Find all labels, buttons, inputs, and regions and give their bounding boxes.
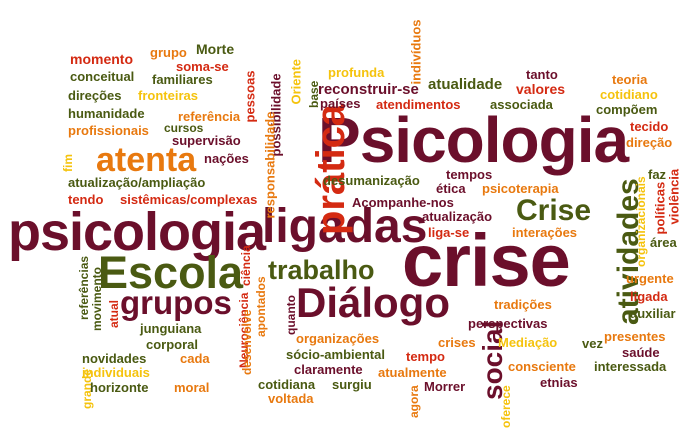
word-desumanizacao: desumanização xyxy=(323,173,420,188)
word-auxiliar: auxiliar xyxy=(630,306,676,321)
word-sistemicas: sistêmicas/complexas xyxy=(120,192,258,207)
word-paises: países xyxy=(320,96,361,111)
word-grupo: grupo xyxy=(150,45,187,60)
word-atualidade: atualidade xyxy=(428,76,503,93)
word-surgiu: surgiu xyxy=(332,377,372,392)
word-escola: Escola xyxy=(98,247,244,298)
word-humanidade: humanidade xyxy=(68,106,145,121)
word-atualizacao: atualização xyxy=(422,209,493,224)
word-atualizacao-ampliacao: atualização/ampliação xyxy=(68,175,206,190)
word-psicologia-cap: Psicologia xyxy=(318,104,629,176)
word-familiares: familiares xyxy=(152,72,213,87)
word-ligada: ligada xyxy=(630,289,668,304)
word-cotidiano: cotidiano xyxy=(600,87,658,102)
word-horizonte: horizonte xyxy=(90,380,149,395)
word-direcao: direção xyxy=(626,135,673,150)
word-tecido: tecido xyxy=(630,119,669,134)
word-responsabilidade: responsabilidade xyxy=(262,111,278,219)
word-psicologia: psicologia xyxy=(8,202,266,262)
word-saude: saúde xyxy=(622,345,660,360)
word-referencia: referência xyxy=(178,109,241,124)
word-etnias: etnias xyxy=(540,375,578,390)
word-socio-ambiental: sócio-ambiental xyxy=(286,347,385,362)
word-dialogo: Diálogo xyxy=(296,279,450,326)
word-interacoes: interações xyxy=(512,225,578,240)
word-area: área xyxy=(650,235,677,250)
word-morte: Morte xyxy=(196,41,235,57)
word-desenvolve: desenvolve xyxy=(240,309,254,375)
word-oferece: oferece xyxy=(499,385,513,428)
word-valores: valores xyxy=(516,81,566,97)
word-vez: vez xyxy=(582,336,603,351)
word-organizacoes: organizações xyxy=(296,331,380,346)
word-nacoes: nações xyxy=(204,151,249,166)
word-cotidiana: cotidiana xyxy=(258,377,316,392)
word-atual: atual xyxy=(107,299,121,328)
word-trabalho: trabalho xyxy=(268,255,375,285)
word-violencia: violência xyxy=(666,168,682,225)
word-morrer: Morrer xyxy=(424,379,466,394)
word-moral: moral xyxy=(174,380,210,395)
word-oriente: Oriente xyxy=(288,58,304,105)
word-profissionais: profissionais xyxy=(68,123,149,138)
word-faz: faz xyxy=(648,167,667,182)
word-crise: crise xyxy=(402,219,571,302)
word-agora: agora xyxy=(407,385,421,418)
word-mediacao: Mediação xyxy=(498,335,558,350)
word-corporal: corporal xyxy=(146,337,199,352)
word-atualmente: atualmente xyxy=(378,365,447,380)
word-tanto: tanto xyxy=(526,67,558,82)
word-direcoes: direções xyxy=(68,88,122,103)
word-interessada: interessada xyxy=(594,359,667,374)
word-associada: associada xyxy=(490,97,553,112)
word-soma-se: soma-se xyxy=(176,59,229,74)
word-pessoas: pessoas xyxy=(242,70,258,123)
word-novidades: novidades xyxy=(82,351,147,366)
word-teoria: teoria xyxy=(612,72,648,87)
word-momento: momento xyxy=(70,51,133,67)
word-crise-cap: Crise xyxy=(516,194,592,227)
word-ciencia: ciência xyxy=(239,245,253,286)
word-perspectivas: perspectivas xyxy=(468,316,548,331)
word-reconstruir-se: reconstruir-se xyxy=(318,81,419,98)
word-quanto: quanto xyxy=(284,295,298,335)
word-claramente: claramente xyxy=(294,362,363,377)
word-presentes: presentes xyxy=(604,329,666,344)
word-politicas: políticas xyxy=(652,181,668,235)
word-compoem: compõem xyxy=(596,102,658,117)
word-psicoterapia: psicoterapia xyxy=(482,181,559,196)
word-cursos: cursos xyxy=(164,121,204,135)
word-fronteiras: fronteiras xyxy=(138,88,198,103)
word-individuos: indivíduos xyxy=(408,19,424,85)
word-grupos: grupos xyxy=(120,284,232,321)
word-movimento: movimento xyxy=(90,266,104,331)
word-referencias: referências xyxy=(77,255,91,320)
word-conceitual: conceitual xyxy=(70,69,135,84)
word-profunda: profunda xyxy=(328,65,385,80)
word-crises: crises xyxy=(438,335,476,350)
word-liga-se: liga-se xyxy=(428,225,470,240)
word-atendimentos: atendimentos xyxy=(376,97,461,112)
word-acompanhe: Acompanhe-nos xyxy=(352,195,454,210)
word-voltada: voltada xyxy=(268,391,314,406)
word-fim: fim xyxy=(61,154,75,172)
word-urgente: urgente xyxy=(626,271,674,286)
word-atenta: atenta xyxy=(96,141,197,179)
word-apontados: apontados xyxy=(254,276,268,337)
word-tradicoes: tradições xyxy=(494,297,552,312)
word-organizacionais: organizacionais xyxy=(634,176,648,267)
word-ligadas: ligadas xyxy=(262,200,428,253)
word-individuais: individuais xyxy=(82,365,150,380)
word-junguiana: junguiana xyxy=(140,321,202,336)
word-tempo: tempo xyxy=(406,349,445,364)
word-cada: cada xyxy=(180,351,210,366)
word-tempos: tempos xyxy=(446,167,493,182)
word-tendo: tendo xyxy=(68,192,104,207)
word-supervisao: supervisão xyxy=(172,133,241,148)
word-consciente: consciente xyxy=(508,359,576,374)
word-etica: ética xyxy=(436,181,466,196)
